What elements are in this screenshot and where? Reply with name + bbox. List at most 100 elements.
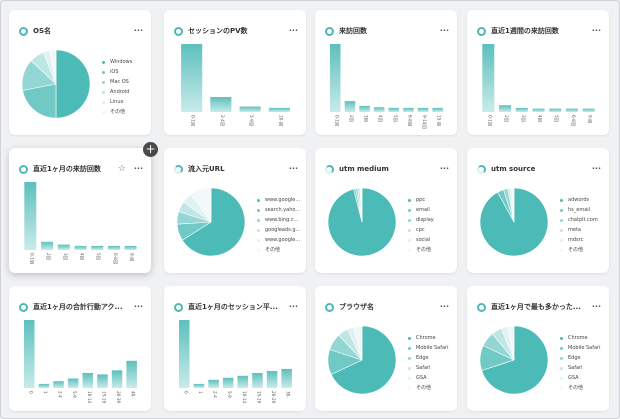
bar[interactable]: [499, 105, 512, 112]
bar[interactable]: [74, 245, 87, 250]
bar[interactable]: [432, 107, 443, 112]
pie-slice[interactable]: [22, 83, 57, 119]
pie-slice[interactable]: [481, 325, 549, 395]
more-menu-icon[interactable]: ···: [591, 26, 601, 35]
bar[interactable]: [208, 379, 219, 388]
widget-title: utm medium: [339, 165, 389, 173]
favorite-star-icon[interactable]: ☆: [117, 163, 126, 174]
bar[interactable]: [181, 44, 203, 112]
more-menu-icon[interactable]: ···: [288, 26, 298, 35]
bar[interactable]: [266, 371, 278, 388]
bar[interactable]: [268, 107, 290, 112]
widget-card[interactable]: ブラウザ名 ··· Chrome Mobile Safari Edge Safari GSA…: [315, 286, 457, 411]
more-menu-icon[interactable]: ···: [439, 302, 449, 311]
pie-slice[interactable]: [511, 187, 515, 223]
bar[interactable]: [124, 245, 137, 250]
tick-label: 6-8回: [406, 115, 412, 126]
legend-swatch: [257, 248, 260, 252]
more-menu-icon[interactable]: ···: [288, 302, 298, 311]
widget-card[interactable]: 直近1週間の来訪回数 ··· 0-1回 2回 3回 4回 5回 6-8回 9-回: [467, 10, 609, 135]
bar[interactable]: [126, 360, 137, 388]
legend-item: www.bing.c...: [257, 215, 300, 225]
pie-slice[interactable]: [507, 325, 515, 361]
bar[interactable]: [67, 378, 79, 389]
tick-label: 9-回: [587, 115, 593, 123]
widget-card[interactable]: 来訪回数 ··· 0-1回 2回 3回 4回 5回 6-8回 9-14回 15-回: [315, 10, 457, 135]
bar[interactable]: [107, 245, 120, 250]
tick-label: 15-19: [256, 391, 261, 404]
bar[interactable]: [97, 374, 108, 388]
pie-slice[interactable]: [49, 49, 57, 85]
more-menu-icon[interactable]: ···: [439, 164, 449, 173]
bar[interactable]: [41, 241, 54, 250]
bar[interactable]: [515, 107, 528, 112]
bar[interactable]: [239, 106, 261, 112]
bar[interactable]: [57, 244, 70, 250]
pie-slice[interactable]: [190, 187, 212, 223]
legend-swatch: [102, 80, 105, 84]
widget-card[interactable]: 直近1ヶ月で最も多かった... ··· Chrome Mobile Safari Edg…: [467, 286, 609, 411]
pie-slice[interactable]: [181, 187, 246, 257]
pie-slice[interactable]: [353, 325, 363, 361]
legend-label: search.yaho...: [265, 207, 301, 213]
more-menu-icon[interactable]: ···: [439, 26, 449, 35]
widget-card[interactable]: セッションのPV数 ··· 0-1回 2-4回 5-9回 10-回: [164, 10, 306, 135]
bar[interactable]: [482, 44, 495, 112]
legend-swatch: [257, 228, 260, 232]
bar[interactable]: [38, 383, 50, 388]
bar[interactable]: [403, 107, 414, 112]
bar[interactable]: [417, 107, 429, 112]
pie-slice[interactable]: [330, 325, 397, 395]
more-menu-icon[interactable]: ···: [133, 26, 143, 35]
pie-slice[interactable]: [360, 187, 363, 223]
add-widget-button[interactable]: +: [143, 142, 158, 157]
bar[interactable]: [388, 107, 400, 112]
bar[interactable]: [111, 370, 123, 388]
bar[interactable]: [24, 320, 35, 388]
pie-slice[interactable]: [55, 49, 91, 119]
more-menu-icon[interactable]: ···: [288, 164, 298, 173]
bar[interactable]: [210, 97, 232, 112]
bar[interactable]: [549, 108, 562, 112]
bar[interactable]: [91, 245, 104, 250]
chart-legend: Chrome Mobile Safari Edge Safari GSA その他: [408, 333, 449, 393]
bar[interactable]: [252, 373, 263, 388]
bar[interactable]: [344, 101, 356, 112]
bar[interactable]: [532, 108, 545, 112]
bar[interactable]: [222, 377, 234, 388]
widget-card[interactable]: 直近1ヶ月の来訪回数 ☆ ··· 0-1回 2回 3回 4回 5回 6-8回 9-回: [9, 148, 151, 273]
bar[interactable]: [237, 375, 249, 388]
bar[interactable]: [330, 44, 341, 112]
bar[interactable]: [359, 105, 370, 112]
more-menu-icon[interactable]: ···: [133, 302, 143, 311]
widget-card[interactable]: utm medium ··· ppc email display cpc social その他: [315, 148, 457, 273]
bar[interactable]: [582, 108, 595, 112]
bar[interactable]: [179, 320, 190, 388]
bar[interactable]: [53, 381, 64, 388]
legend-swatch: [408, 238, 411, 242]
legend-swatch: [560, 356, 563, 360]
tick-label: 0-1回: [333, 115, 339, 126]
widget-card[interactable]: OS名 ··· Windows iOS Mac OS Android Linux その他: [9, 10, 151, 135]
bar[interactable]: [24, 182, 37, 250]
widget-status-icon: [477, 302, 486, 312]
legend-label: Mac OS: [110, 79, 129, 85]
bar[interactable]: [82, 373, 94, 388]
legend-swatch: [257, 208, 260, 212]
widget-card[interactable]: 直近1ヶ月のセッション平... ··· 0 1 2-4 5-9 10-14 15-19 20-2…: [164, 286, 306, 411]
more-menu-icon[interactable]: ···: [133, 164, 143, 173]
bar[interactable]: [281, 369, 292, 388]
bar[interactable]: [565, 108, 578, 112]
widget-card[interactable]: 流入元URL ··· www.google... search.yaho... www.…: [164, 148, 306, 273]
more-menu-icon[interactable]: ···: [591, 302, 601, 311]
widget-title: OS名: [33, 27, 51, 35]
bar[interactable]: [373, 107, 385, 112]
more-menu-icon[interactable]: ···: [591, 164, 601, 173]
widget-status-icon: [174, 26, 183, 36]
widget-card[interactable]: utm source ··· adwords hs_email chatplt.com m…: [467, 148, 609, 273]
legend-swatch: [408, 198, 411, 202]
widget-status-icon: [325, 302, 334, 312]
bar[interactable]: [193, 383, 205, 388]
widget-card[interactable]: 直近1ヶ月の合計行動アク... ··· 0 1 2-4 5-9 10-14 15-19 20-3…: [9, 286, 151, 411]
legend-label: chatplt.com: [568, 217, 598, 223]
